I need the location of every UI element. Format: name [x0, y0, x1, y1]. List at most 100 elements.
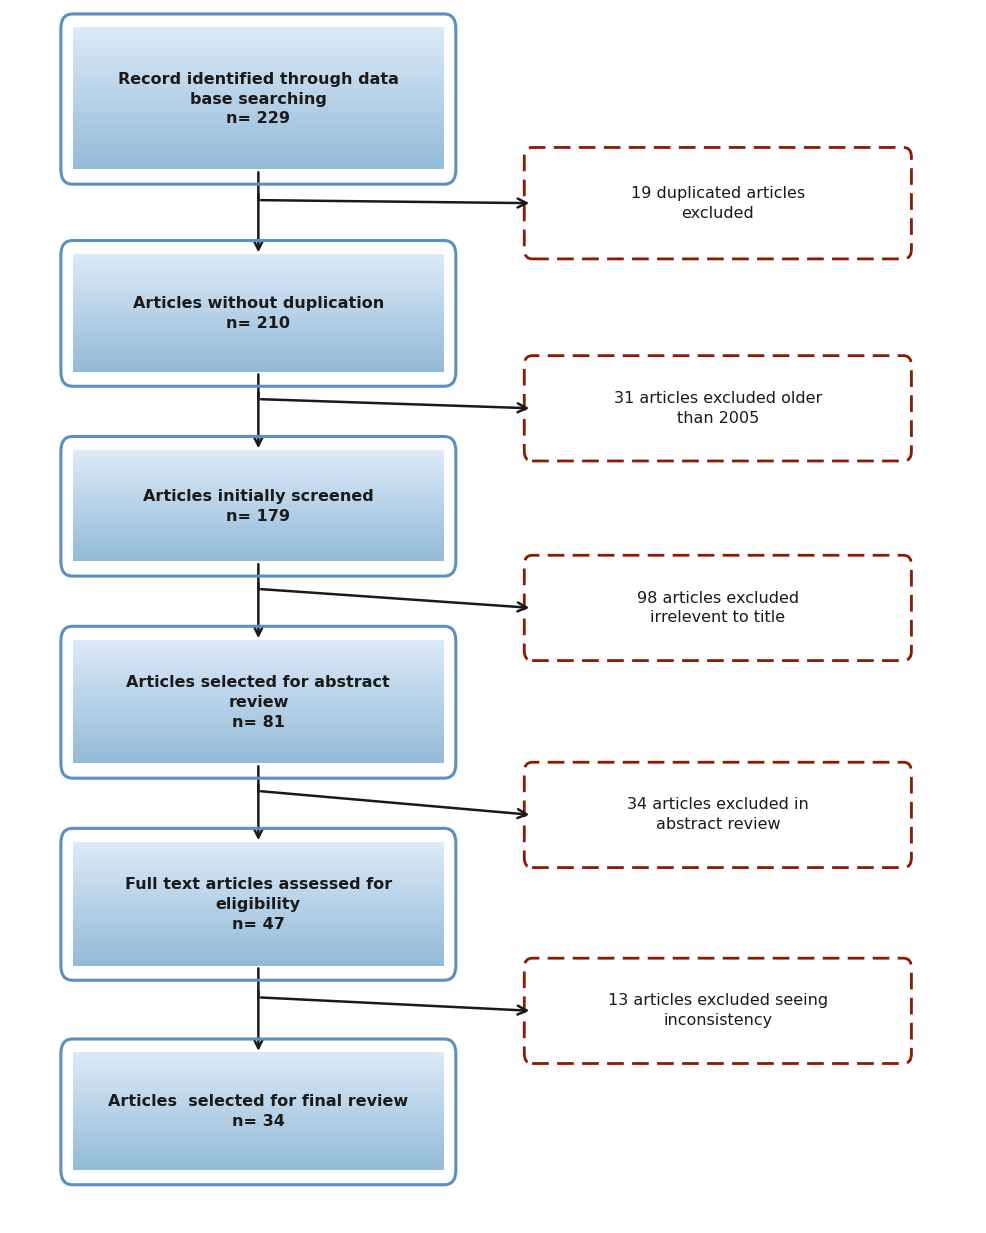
Bar	[73, 868, 444, 870]
Text: Articles selected for abstract
review
n= 81: Articles selected for abstract review n=…	[126, 674, 390, 730]
Bar	[73, 165, 444, 168]
Bar	[73, 704, 444, 707]
Bar	[73, 843, 444, 846]
Bar	[73, 906, 444, 909]
Bar	[73, 350, 444, 353]
Bar	[73, 953, 444, 957]
Bar	[73, 519, 444, 522]
Bar	[73, 703, 444, 705]
Bar	[73, 281, 444, 285]
Bar	[73, 295, 444, 297]
Bar	[73, 275, 444, 277]
Bar	[73, 482, 444, 485]
Bar	[73, 513, 444, 515]
Bar	[73, 478, 444, 481]
Bar	[73, 937, 444, 940]
Bar	[73, 845, 444, 847]
Bar	[73, 163, 444, 166]
Bar	[73, 689, 444, 692]
Bar	[73, 932, 444, 935]
Bar	[73, 313, 444, 317]
Bar	[73, 671, 444, 673]
Bar	[73, 641, 444, 644]
Bar	[73, 512, 444, 514]
Bar	[73, 713, 444, 716]
Bar	[73, 1134, 444, 1137]
Bar	[73, 155, 444, 159]
Bar	[73, 486, 444, 488]
Text: Articles  selected for final review
n= 34: Articles selected for final review n= 34	[108, 1095, 408, 1129]
Bar	[73, 1136, 444, 1138]
Bar	[73, 137, 444, 139]
Bar	[73, 365, 444, 367]
Bar	[73, 899, 444, 901]
Bar	[73, 143, 444, 147]
Bar	[73, 461, 444, 464]
Bar	[73, 761, 444, 763]
Bar	[73, 724, 444, 726]
Bar	[73, 665, 444, 667]
Bar	[73, 107, 444, 110]
Bar	[73, 118, 444, 122]
Bar	[73, 887, 444, 889]
Bar	[73, 1142, 444, 1144]
Bar	[73, 1158, 444, 1160]
Text: Articles without duplication
n= 210: Articles without duplication n= 210	[133, 296, 384, 330]
Bar	[73, 1099, 444, 1102]
Bar	[73, 861, 444, 863]
Bar	[73, 324, 444, 327]
Bar	[73, 523, 444, 525]
FancyBboxPatch shape	[525, 762, 911, 868]
Bar	[73, 555, 444, 557]
Bar	[73, 48, 444, 52]
Bar	[73, 454, 444, 456]
Bar	[73, 1075, 444, 1079]
Bar	[73, 947, 444, 951]
Bar	[73, 850, 444, 852]
Bar	[73, 354, 444, 358]
Bar	[73, 718, 444, 720]
Bar	[73, 526, 444, 530]
Bar	[73, 534, 444, 536]
Bar	[73, 83, 444, 85]
Bar	[73, 1054, 444, 1057]
Bar	[73, 531, 444, 534]
Bar	[73, 1081, 444, 1084]
Bar	[73, 546, 444, 549]
Bar	[73, 1085, 444, 1088]
Bar	[73, 851, 444, 853]
Bar	[73, 47, 444, 49]
Bar	[73, 466, 444, 469]
Bar	[73, 748, 444, 751]
Bar	[73, 55, 444, 59]
Bar	[73, 76, 444, 80]
Bar	[73, 678, 444, 681]
Bar	[73, 1058, 444, 1060]
Bar	[73, 889, 444, 891]
Bar	[73, 1091, 444, 1095]
Bar	[73, 259, 444, 261]
Bar	[73, 1101, 444, 1104]
FancyBboxPatch shape	[525, 555, 911, 661]
Bar	[73, 38, 444, 41]
Bar	[73, 933, 444, 936]
Bar	[73, 711, 444, 714]
Bar	[73, 686, 444, 688]
Bar	[73, 39, 444, 43]
Bar	[73, 343, 444, 345]
FancyBboxPatch shape	[525, 958, 911, 1064]
Bar	[73, 270, 444, 272]
Bar	[73, 35, 444, 37]
Bar	[73, 488, 444, 491]
Bar	[73, 757, 444, 761]
Bar	[73, 920, 444, 922]
Bar	[73, 46, 444, 48]
Bar	[73, 716, 444, 719]
Bar	[73, 493, 444, 496]
Bar	[73, 112, 444, 115]
Bar	[73, 284, 444, 286]
Bar	[73, 301, 444, 303]
Bar	[73, 1067, 444, 1070]
Bar	[73, 652, 444, 655]
Bar	[73, 925, 444, 927]
